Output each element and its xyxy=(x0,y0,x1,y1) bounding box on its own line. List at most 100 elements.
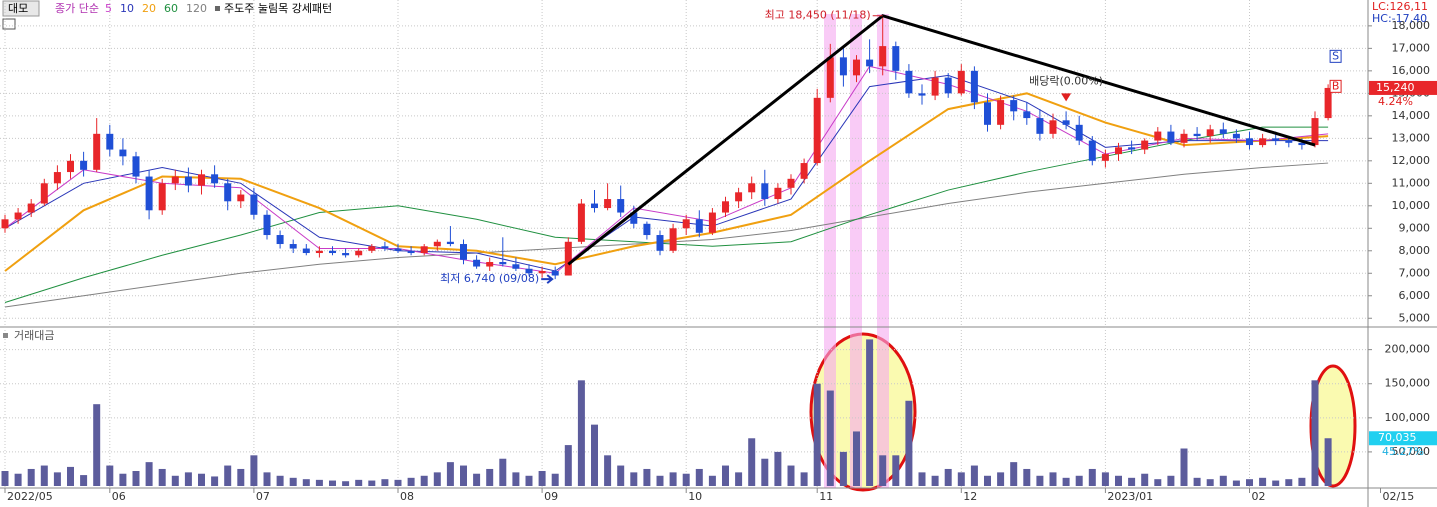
volume-bar xyxy=(1232,480,1240,486)
grid-icon[interactable] xyxy=(2,18,16,30)
volume-bar xyxy=(1167,475,1175,486)
low-annotation: 최저 6,740 (09/08) xyxy=(440,272,539,285)
volume-bar xyxy=(918,472,926,486)
candle-body xyxy=(853,59,860,76)
legend-entry: 5 xyxy=(105,2,112,15)
candle-body xyxy=(27,203,35,213)
code-box[interactable] xyxy=(2,0,40,17)
volume-bar xyxy=(682,473,690,486)
candle-body xyxy=(1036,118,1044,134)
candle-body xyxy=(656,235,664,251)
y-tick-label: 6,000 xyxy=(1399,289,1431,302)
volume-bar xyxy=(735,472,743,486)
volume-bar xyxy=(93,404,101,486)
candle-body xyxy=(630,212,638,224)
signal-box xyxy=(1329,79,1342,93)
last-volume-box xyxy=(1369,431,1437,446)
candle-body xyxy=(1206,129,1214,137)
volume-bar xyxy=(1180,448,1188,486)
volume-bar xyxy=(1023,468,1031,486)
dividend-annotation: 배당락(0.00%) xyxy=(1029,74,1103,87)
volume-bar xyxy=(853,431,860,486)
y-tick-label: 150,000 xyxy=(1385,377,1431,390)
candle-body xyxy=(93,133,101,170)
candle-body xyxy=(839,57,847,76)
volume-bar xyxy=(276,475,284,486)
last-volume-label: 70,035 xyxy=(1378,431,1417,444)
volume-bar xyxy=(1193,477,1201,486)
candle-body xyxy=(394,248,402,251)
candle-body xyxy=(80,160,88,170)
candle-body xyxy=(460,244,467,260)
candle-body xyxy=(486,262,494,267)
candle-body xyxy=(564,241,572,276)
candle-body xyxy=(669,228,677,251)
candle-body xyxy=(1115,147,1122,155)
candle-body xyxy=(997,100,1005,125)
volume-bar xyxy=(525,475,533,486)
candle-body xyxy=(145,176,153,211)
x-tick-label: 11 xyxy=(819,490,833,503)
candle-body xyxy=(302,248,310,254)
candle-body xyxy=(1311,118,1319,146)
volume-bar xyxy=(957,472,965,486)
candle-body xyxy=(1298,142,1306,146)
volume-bar xyxy=(446,462,454,486)
volume-bar xyxy=(997,472,1005,486)
signal-label: S xyxy=(1332,49,1339,62)
volume-bar xyxy=(944,468,952,486)
high-annotation: 최고 18,450 (11/18) xyxy=(765,9,871,22)
candle-body xyxy=(604,199,612,209)
volume-bar xyxy=(381,479,389,486)
volume-bar xyxy=(1036,475,1044,486)
candle-body xyxy=(984,102,991,125)
x-tick-label: 09 xyxy=(544,490,558,503)
volume-bar xyxy=(656,475,664,486)
candle-body xyxy=(551,271,559,276)
volume-bar xyxy=(158,468,166,486)
candle-body xyxy=(1285,140,1293,143)
candle-body xyxy=(879,46,887,67)
volume-bar xyxy=(1088,468,1096,486)
candle-body xyxy=(1154,131,1162,141)
candle-body xyxy=(957,70,965,94)
candle-body xyxy=(695,219,703,233)
volume-bar xyxy=(1075,475,1083,486)
candle-body xyxy=(1010,100,1018,112)
candle-body xyxy=(1128,147,1136,150)
volume-bar xyxy=(263,472,271,486)
volume-bar xyxy=(198,473,205,486)
legend-entry: 10 xyxy=(120,2,134,15)
volume-bar xyxy=(577,380,585,486)
y-tick-label: 9,000 xyxy=(1399,221,1431,234)
candle-body xyxy=(329,250,336,254)
volume-bar xyxy=(617,465,625,486)
candle-body xyxy=(420,246,428,254)
candle-body xyxy=(132,156,140,177)
candle-body xyxy=(787,178,795,188)
x-tick-label: 06 xyxy=(112,490,126,503)
volume-bar xyxy=(1010,462,1018,486)
volume-bar xyxy=(984,475,991,486)
candle-body xyxy=(577,203,585,242)
candle-body xyxy=(1049,120,1057,134)
volume-bar xyxy=(237,468,245,486)
volume-bar xyxy=(250,455,258,486)
candle-body xyxy=(67,160,74,173)
volume-bar xyxy=(1298,477,1306,486)
volume-bar xyxy=(1259,477,1267,486)
volume-bar xyxy=(1141,473,1149,486)
volume-bar xyxy=(106,465,114,486)
candle-body xyxy=(263,214,271,236)
volume-bar xyxy=(1049,472,1057,486)
candle-body xyxy=(158,183,166,211)
volume-bar xyxy=(669,472,677,486)
candle-body xyxy=(1272,138,1280,141)
volume-bar xyxy=(80,475,88,486)
volume-bar xyxy=(1311,380,1319,486)
legend-entry: 60 xyxy=(164,2,178,15)
volume-bar xyxy=(538,471,546,486)
candle-body xyxy=(931,77,939,96)
x-tick-label: 10 xyxy=(688,490,702,503)
